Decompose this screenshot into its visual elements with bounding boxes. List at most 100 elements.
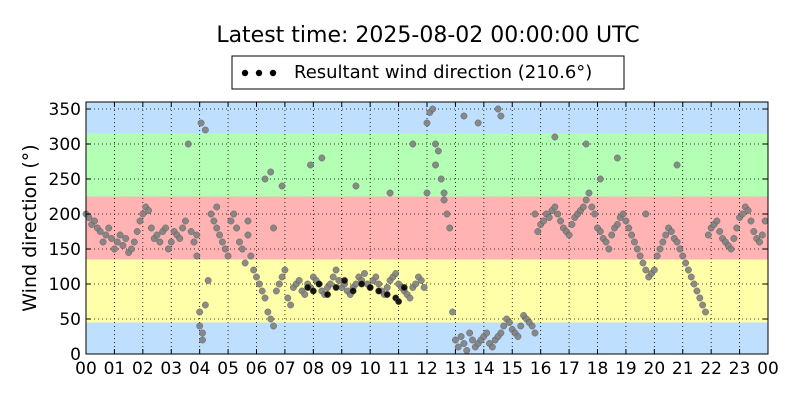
data-point — [440, 189, 448, 197]
data-point — [233, 224, 241, 232]
data-point — [557, 217, 564, 225]
data-point — [335, 277, 343, 284]
data-point — [105, 224, 113, 232]
data-point — [758, 231, 766, 239]
x-tick-label: 14 — [473, 359, 495, 379]
data-point — [153, 231, 161, 239]
data-point — [619, 210, 627, 218]
data-point — [85, 214, 93, 221]
data-point — [602, 238, 610, 246]
data-point — [679, 252, 687, 260]
chart-title: Latest time: 2025-08-02 00:00:00 UTC — [216, 23, 639, 48]
data-point — [136, 217, 144, 225]
x-tick-label: 19 — [615, 359, 637, 379]
data-point — [213, 224, 221, 232]
data-point — [187, 228, 195, 235]
y-tick-label: 350 — [49, 100, 81, 120]
data-point — [128, 245, 135, 253]
data-point — [210, 217, 218, 225]
data-point — [551, 203, 559, 211]
recent-data-point — [304, 284, 312, 291]
data-point — [221, 245, 229, 253]
data-point — [551, 133, 559, 141]
x-tick-label: 11 — [388, 359, 410, 379]
data-point — [267, 168, 275, 176]
y-tick-label: 100 — [49, 275, 81, 295]
x-tick-label: 17 — [558, 359, 580, 379]
data-point — [91, 217, 98, 225]
data-point — [673, 161, 681, 169]
y-tick-label: 50 — [59, 310, 81, 330]
direction-band — [86, 102, 768, 134]
data-point — [656, 245, 664, 253]
recent-data-point — [383, 291, 391, 298]
data-point — [653, 252, 661, 260]
data-point — [528, 322, 536, 330]
data-point — [636, 252, 644, 260]
data-point — [197, 119, 205, 127]
recent-data-point — [366, 284, 374, 291]
data-point — [113, 238, 121, 246]
data-point — [579, 203, 587, 211]
data-point — [744, 207, 752, 214]
data-point — [434, 147, 442, 155]
data-point — [565, 231, 573, 239]
data-point — [693, 287, 701, 295]
data-point — [329, 273, 337, 281]
data-point — [662, 231, 670, 239]
data-point — [199, 329, 206, 337]
data-point — [713, 217, 721, 225]
x-tick-label: 15 — [501, 359, 523, 379]
data-point — [96, 228, 104, 235]
recent-data-point — [324, 291, 331, 298]
data-point — [253, 273, 260, 281]
data-point — [176, 235, 184, 242]
data-point — [554, 210, 562, 218]
data-point — [372, 273, 380, 281]
data-point — [184, 140, 192, 148]
data-point — [673, 238, 681, 246]
recent-data-point — [349, 287, 357, 295]
data-point — [326, 280, 334, 288]
data-point — [162, 224, 169, 232]
data-point — [267, 315, 275, 323]
data-point — [244, 217, 252, 225]
data-point — [659, 238, 667, 246]
x-tick-label: 20 — [644, 359, 666, 379]
data-point — [506, 319, 513, 326]
data-point — [287, 301, 294, 309]
data-point — [466, 329, 474, 337]
data-point — [307, 161, 314, 169]
recent-data-point — [375, 287, 383, 295]
data-point — [412, 280, 420, 288]
data-point — [585, 189, 593, 197]
plot-area — [82, 101, 769, 355]
data-point — [514, 333, 522, 340]
data-point — [216, 231, 223, 239]
data-point — [432, 161, 439, 169]
data-point — [650, 266, 658, 274]
data-point — [545, 214, 553, 221]
data-point — [201, 126, 209, 134]
x-tick-label: 18 — [587, 359, 609, 379]
data-point — [284, 294, 292, 302]
data-point — [270, 224, 277, 232]
data-point — [443, 210, 451, 218]
data-point — [534, 228, 542, 235]
y-tick-label: 0 — [70, 345, 81, 365]
data-point — [727, 245, 735, 253]
data-point — [361, 270, 368, 277]
data-point — [258, 287, 266, 295]
grid-lines — [86, 102, 768, 354]
data-point — [238, 245, 246, 253]
x-tick-label: 08 — [303, 359, 325, 379]
data-point — [483, 329, 491, 337]
data-point — [540, 217, 547, 225]
data-point — [278, 273, 286, 281]
data-point — [591, 210, 599, 218]
data-point — [687, 273, 695, 281]
data-point — [119, 242, 127, 249]
data-point — [739, 210, 746, 218]
data-point — [667, 228, 675, 235]
data-point — [531, 210, 539, 218]
